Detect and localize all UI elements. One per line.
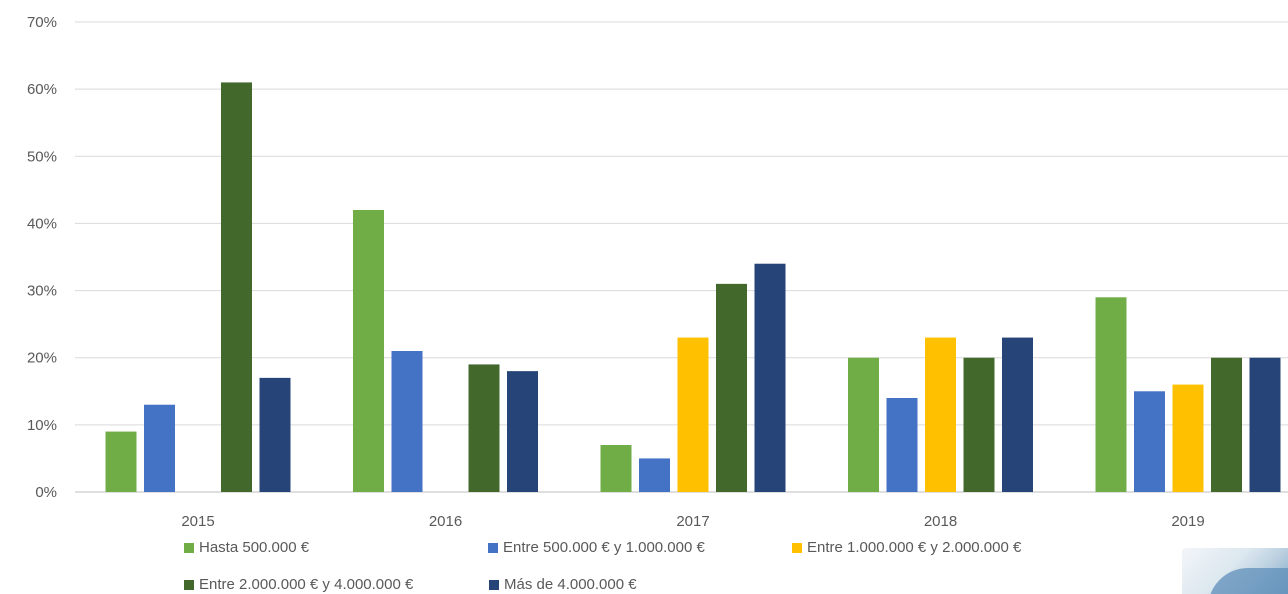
bar-2015-series-5 [259,377,291,492]
legend-label: Entre 2.000.000 € y 4.000.000 € [199,576,414,593]
x-tick-label: 2019 [1171,513,1204,530]
bar-2019-series-5 [1249,357,1281,492]
bar-2016-series-4 [468,364,500,492]
bar-2016-series-2 [391,351,423,492]
y-tick-label: 30% [27,283,57,300]
x-tick-label: 2017 [676,513,709,530]
bar-2017-series-4 [716,283,747,492]
legend-swatch [184,579,194,590]
legend-label: Entre 1.000.000 € y 2.000.000 € [807,539,1022,556]
y-tick-label: 0% [35,484,57,501]
legend-swatch [488,542,498,553]
bar-2018-series-2 [886,398,918,492]
bar-2015-series-2 [144,404,175,492]
y-tick-label: 70% [27,14,57,31]
legend-item-2000000-4000000: Entre 2.000.000 € y 4.000.000 € [184,576,413,593]
bar-2018-series-5 [1002,337,1033,492]
legend-label: Más de 4.000.000 € [504,576,637,593]
corner-image-fragment [1182,548,1288,594]
corner-image-shape [1208,568,1288,594]
bar-2017-series-2 [639,458,670,492]
y-tick-label: 20% [27,350,57,367]
x-tick-label: 2016 [429,513,462,530]
x-axis-ticks: 2015 2016 2017 2018 2019 [181,513,1204,530]
bar-2019-series-3 [1172,384,1204,492]
bar-2018-series-3 [925,337,956,492]
x-tick-label: 2018 [924,513,957,530]
bar-2018-series-1 [848,357,879,492]
bar-2016-series-5 [507,371,538,492]
legend-swatch [489,579,499,590]
legend-swatch [792,542,802,553]
bar-2019-series-4 [1211,357,1242,492]
legend-swatch [184,542,194,553]
bar-2016-series-1 [353,210,384,492]
x-tick-label: 2015 [181,513,214,530]
legend-label: Entre 500.000 € y 1.000.000 € [503,539,705,556]
bar-2017-series-3 [677,337,709,492]
legend-item-hasta-500000: Hasta 500.000 € [184,539,309,556]
bar-2015-series-1 [105,431,137,492]
y-tick-label: 50% [27,148,57,165]
y-tick-label: 60% [27,81,57,98]
legend-item-mas-4000000: Más de 4.000.000 € [489,576,637,593]
bar-2017-series-5 [754,263,786,492]
legend-label: Hasta 500.000 € [199,539,310,556]
bar-2017-series-1 [600,445,632,492]
y-axis-ticks: 0% 10% 20% 30% 40% 50% 60% 70% [27,14,57,501]
legend-item-500000-1000000: Entre 500.000 € y 1.000.000 € [488,539,705,556]
bar-2019-series-1 [1095,297,1127,492]
bar-2018-series-4 [963,357,995,492]
bar-2015-series-4 [221,82,252,492]
legend-item-1000000-2000000: Entre 1.000.000 € y 2.000.000 € [792,539,1021,556]
y-tick-label: 10% [27,417,57,434]
bars [105,82,1281,492]
y-tick-label: 40% [27,215,57,232]
bar-2019-series-2 [1134,391,1165,492]
